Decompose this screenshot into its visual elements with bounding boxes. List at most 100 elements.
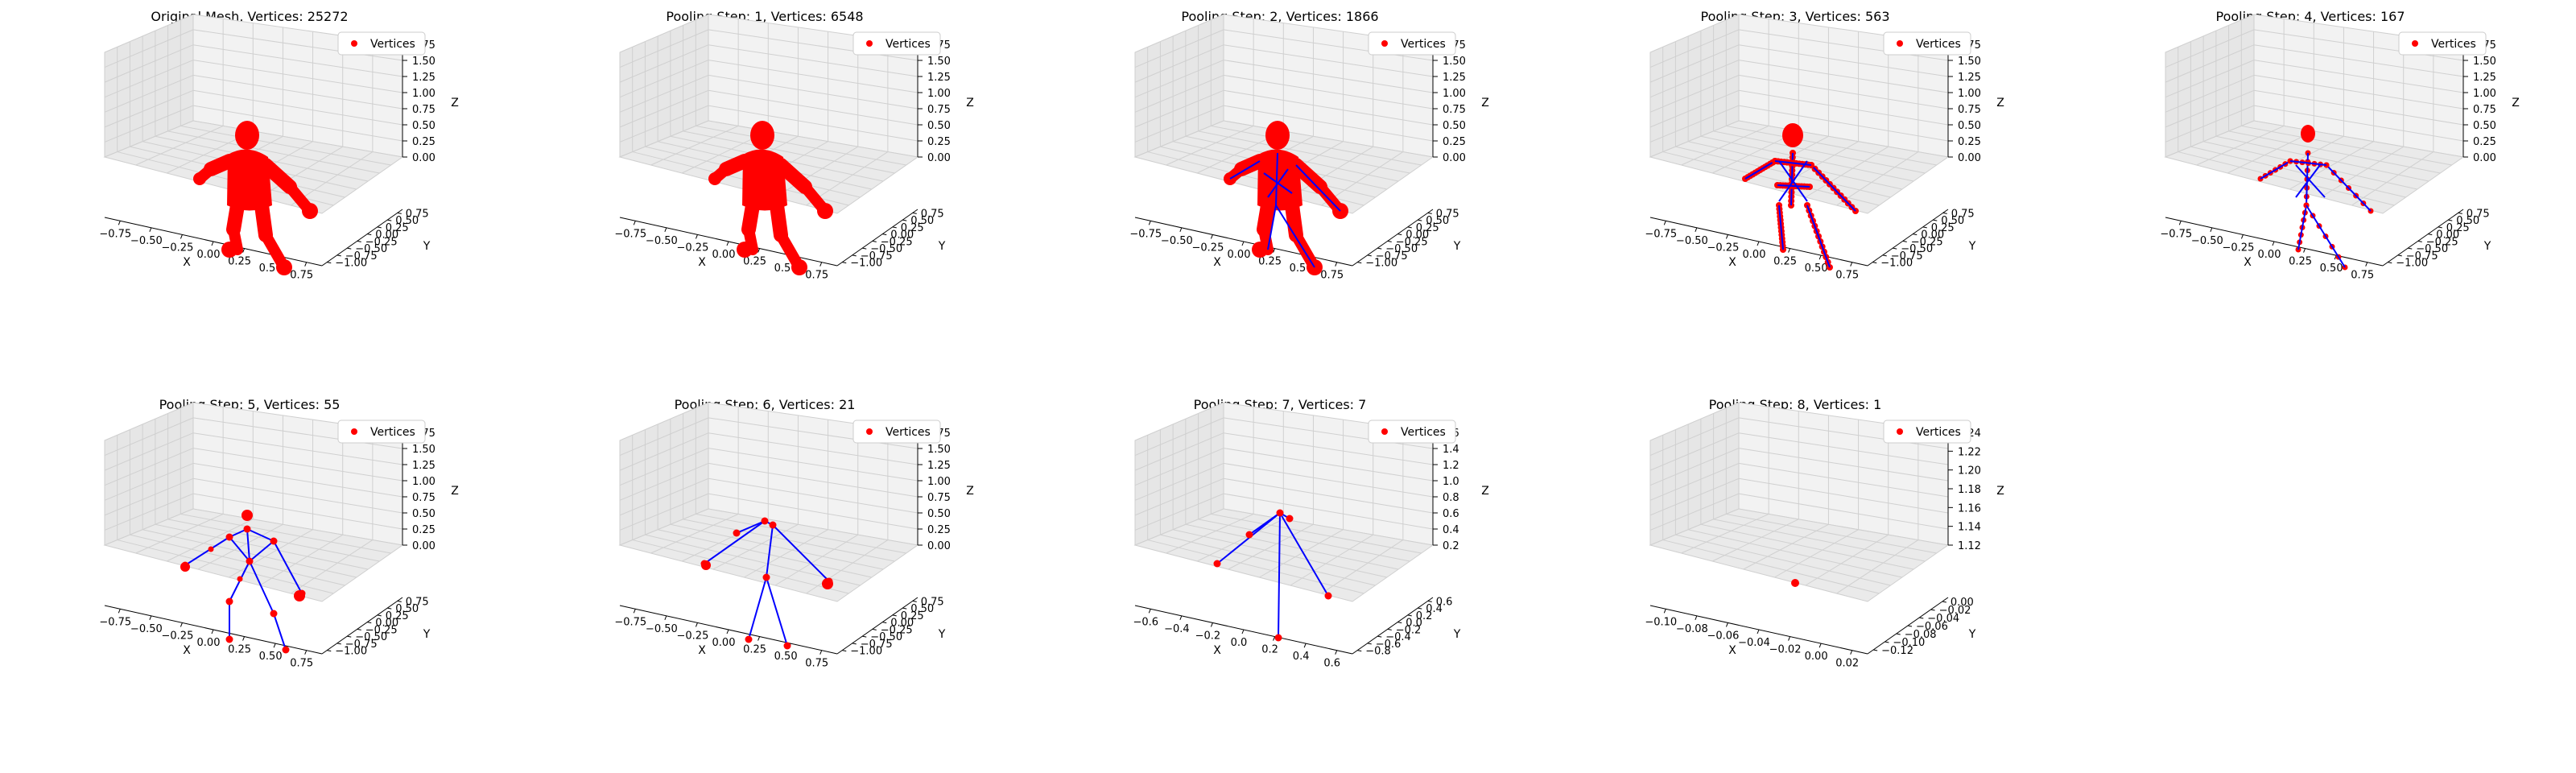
z-tick-label: 0.75 <box>412 492 436 504</box>
grid-line <box>1134 417 1224 457</box>
grid-line <box>708 477 919 514</box>
grid-line <box>259 534 343 586</box>
y-tick <box>1418 219 1422 221</box>
z-tick-label: 1.00 <box>1443 88 1466 100</box>
y-tick <box>377 226 382 229</box>
y-tick-label: 0.75 <box>921 208 944 220</box>
z-tick-label: 0.50 <box>2473 120 2496 132</box>
z-tick-label: 0.00 <box>1443 152 1466 164</box>
grid-line <box>2241 125 2452 166</box>
vertex-point <box>783 642 791 650</box>
grid-line <box>104 44 194 83</box>
y-tick <box>1377 635 1382 638</box>
vertex-point <box>769 521 777 529</box>
vertex-point <box>1252 242 1268 258</box>
y-tick-label: 0.00 <box>2436 229 2459 242</box>
grid-line <box>259 146 343 198</box>
z-tick-label: 0.50 <box>927 508 951 520</box>
z-tick-label: 0.25 <box>412 524 436 536</box>
legend-box <box>852 31 941 56</box>
grid-line <box>104 89 194 128</box>
x-tick-label: −0.04 <box>1738 637 1770 649</box>
x-tick-label: 0.50 <box>259 651 283 663</box>
x-tick-label: 0.00 <box>1805 651 1828 663</box>
z-tick-label: 0.25 <box>927 136 951 148</box>
x-tick <box>2210 227 2213 233</box>
grid-line <box>1223 432 1434 465</box>
grid-line <box>192 493 403 530</box>
grid-line <box>2165 74 2255 113</box>
y-tick-label: 0.75 <box>2467 208 2490 220</box>
x-tick-label: −0.6 <box>1133 616 1158 628</box>
y-tick-label: −0.04 <box>1927 613 1959 625</box>
x-tick <box>273 643 276 648</box>
x-tick <box>1210 622 1213 627</box>
x-tick <box>664 615 667 621</box>
grid-line <box>1836 151 1919 206</box>
z-axis-label: Z <box>1481 97 1489 110</box>
y-tick <box>1885 641 1889 643</box>
grid-line <box>1738 493 1949 530</box>
y-tick <box>1922 226 1927 229</box>
vertex-point <box>208 546 214 552</box>
x-axis-label: X <box>183 256 191 269</box>
y-tick-label: −0.50 <box>2416 243 2448 255</box>
vertex-point <box>294 590 305 601</box>
y-tick-label: −1.00 <box>2396 258 2428 270</box>
grid-line <box>1649 448 1740 486</box>
z-tick-label: 1.25 <box>412 72 436 84</box>
x-tick-label: 0.00 <box>712 249 736 261</box>
y-axis-line <box>836 209 919 267</box>
y-axis-label: Y <box>938 240 946 253</box>
edge <box>1275 152 1278 206</box>
y-tick-label: −0.4 <box>1385 631 1411 643</box>
grid-line <box>1738 74 1949 110</box>
grid-line <box>708 105 919 142</box>
z-tick-label: 0.25 <box>2473 136 2496 148</box>
grid-line <box>1223 89 1434 126</box>
z-tick-label: 1.25 <box>927 460 951 472</box>
grid-line <box>192 105 403 142</box>
x-tick <box>1148 221 1151 225</box>
grid-line <box>2196 125 2285 166</box>
x-tick-label: −0.25 <box>677 630 709 642</box>
x-tick-label: −0.50 <box>1161 235 1193 247</box>
y-tick-label: 0.50 <box>395 603 419 615</box>
x-tick-label: −0.25 <box>162 630 194 642</box>
grid-line <box>1743 523 1829 570</box>
legend-marker <box>351 40 357 47</box>
y-tick <box>2397 254 2402 257</box>
y-tick <box>1367 643 1372 645</box>
grid-line <box>104 477 194 516</box>
x-tick-label: 0.00 <box>197 637 221 649</box>
y-tick <box>892 226 897 229</box>
y-axis-line <box>836 597 919 655</box>
x-tick <box>1663 609 1666 614</box>
grid-line <box>192 44 403 77</box>
z-tick-label: 1.50 <box>1443 56 1466 68</box>
x-tick-label: 0.25 <box>1773 256 1797 268</box>
x-tick <box>2272 241 2275 246</box>
grid-line <box>1774 141 1859 190</box>
edge <box>1806 205 1831 268</box>
grid-line <box>1738 60 1949 93</box>
grid-line <box>1688 529 1902 578</box>
grid-line <box>1223 493 1434 530</box>
edge <box>1229 160 1261 180</box>
edge <box>1295 164 1341 212</box>
z-tick-label: 1.50 <box>927 56 951 68</box>
y-tick-label: −0.50 <box>355 631 387 643</box>
x-tick-label: −0.2 <box>1195 630 1221 642</box>
subplot: Pooling Step: 1, Vertices: 6548−0.75−0.5… <box>614 9 973 282</box>
legend-marker <box>1897 428 1903 435</box>
vertex-point <box>733 529 741 537</box>
grid-line <box>1836 539 1919 594</box>
subplot: Original Mesh, Vertices: 25272−0.75−0.50… <box>99 9 458 282</box>
y-tick <box>367 234 372 236</box>
grid-line <box>104 29 194 68</box>
grid-line <box>1675 146 1891 198</box>
y-tick-label: 0.25 <box>901 222 924 234</box>
grid-line <box>166 519 254 562</box>
y-tick-label: −0.75 <box>861 250 893 262</box>
x-tick <box>1695 615 1698 621</box>
